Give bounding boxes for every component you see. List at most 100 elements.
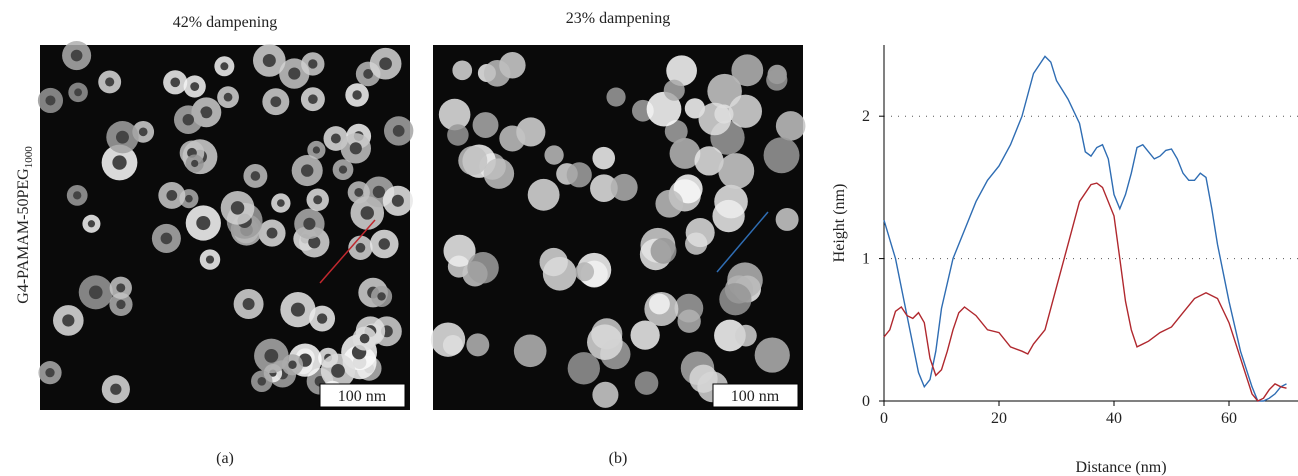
particle <box>712 199 745 233</box>
particle-core <box>308 236 321 249</box>
particle-core <box>166 190 178 201</box>
particle-core <box>116 299 126 310</box>
particle <box>731 54 764 87</box>
particle <box>698 102 732 136</box>
particle <box>677 309 701 333</box>
particle <box>513 334 547 368</box>
particle-core <box>250 171 261 181</box>
particle-core <box>276 199 285 207</box>
particle <box>483 158 515 189</box>
particle-core <box>45 95 56 106</box>
particle-core <box>230 201 245 215</box>
particle <box>566 162 592 188</box>
particle-core <box>185 194 193 203</box>
profile-line <box>319 219 376 284</box>
particle <box>775 111 806 141</box>
particle-core <box>270 96 282 108</box>
particle-core <box>377 292 386 301</box>
caption: (b) <box>609 450 628 467</box>
particle <box>648 293 670 315</box>
particle-core <box>62 314 75 327</box>
scale-box <box>319 383 406 408</box>
x-tick-label: 40 <box>1106 410 1122 427</box>
particle-core <box>338 165 348 174</box>
particle <box>689 364 718 393</box>
particle-core <box>303 217 316 230</box>
particle <box>763 137 800 174</box>
particle <box>447 124 469 146</box>
particle-core <box>354 187 364 197</box>
particle-core <box>355 242 366 253</box>
particle <box>718 153 755 190</box>
particle-core <box>182 113 195 126</box>
particle-core <box>308 59 318 69</box>
particle-core <box>200 106 213 119</box>
particle <box>567 352 600 385</box>
particle <box>694 146 724 176</box>
particle-core <box>264 349 279 363</box>
data-line <box>883 55 1287 402</box>
particle <box>669 138 701 169</box>
particle-core <box>190 82 200 91</box>
particle-core <box>70 49 83 62</box>
particle-core <box>160 232 173 245</box>
particle-core <box>262 53 276 68</box>
particle <box>499 125 526 152</box>
particle <box>590 174 618 203</box>
particle <box>754 337 790 373</box>
y-axis-label: Height (nm) <box>831 184 848 263</box>
particle-core <box>110 383 122 395</box>
particle-core <box>379 57 392 71</box>
particle <box>443 234 476 267</box>
particle-core <box>116 130 129 144</box>
particle-core <box>372 185 386 199</box>
particle <box>606 87 626 107</box>
particle-core <box>220 62 229 71</box>
caption: (a) <box>216 450 234 467</box>
particle <box>728 94 763 128</box>
particle-core <box>88 285 103 300</box>
particle <box>467 252 499 284</box>
particle <box>542 256 577 291</box>
particle-core <box>352 90 362 100</box>
x-axis-label: Distance (nm) <box>1075 459 1166 476</box>
particle-core <box>301 164 314 177</box>
particle-core <box>242 298 255 311</box>
particle-core <box>45 368 55 378</box>
x-tick-label: 60 <box>1221 410 1237 427</box>
particle-core <box>288 360 297 369</box>
particle <box>775 207 799 231</box>
particle-core <box>112 155 127 170</box>
particle-core <box>170 77 181 88</box>
particle-core <box>290 302 305 317</box>
particle-core <box>331 363 345 378</box>
particle <box>685 218 715 248</box>
particle-core <box>74 88 83 97</box>
particle-core <box>288 67 301 80</box>
particle <box>592 146 616 170</box>
panel-title: 23% dampening <box>566 10 670 27</box>
particle <box>714 319 746 352</box>
particle-core <box>87 220 96 228</box>
particle <box>466 333 490 357</box>
particle-core <box>378 238 390 250</box>
particle <box>458 146 488 176</box>
side-label-text: G4-PAMAM-50PEG <box>15 168 32 304</box>
particle <box>544 145 564 165</box>
particle <box>666 55 697 87</box>
particle <box>438 98 471 131</box>
particle-core <box>191 159 199 168</box>
profile-line <box>716 211 769 273</box>
particles <box>37 40 806 408</box>
particle-core <box>116 283 126 293</box>
particle <box>719 283 752 316</box>
particle-core <box>308 94 318 104</box>
side-label: G4-PAMAM-50PEG1000 <box>15 146 35 304</box>
particle <box>655 189 684 218</box>
x-tick-label: 20 <box>991 410 1007 427</box>
particle-core <box>105 77 115 87</box>
particle-core <box>359 333 370 344</box>
particle <box>527 178 560 211</box>
